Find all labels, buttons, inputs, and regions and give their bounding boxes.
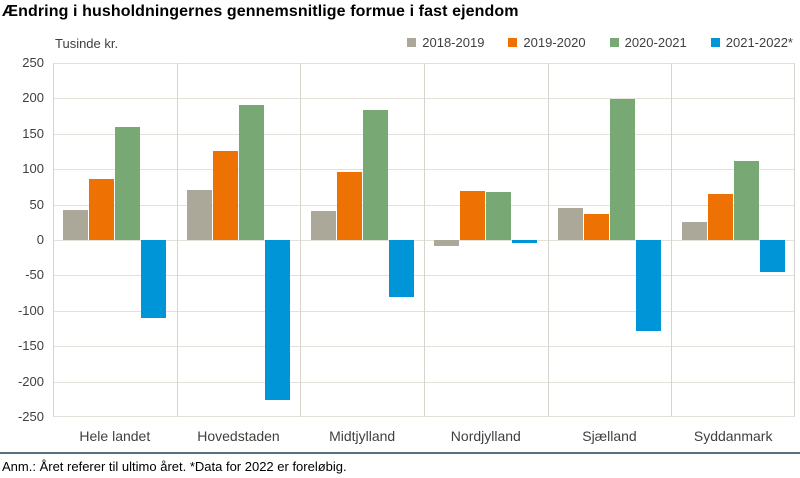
y-tick-label-250: 250 xyxy=(22,55,44,70)
bar-2019-2020-Sjælland xyxy=(584,214,609,240)
y-tick-label--50: -50 xyxy=(25,267,44,283)
bar-2019-2020-Nordjylland xyxy=(460,191,485,240)
category-separator-1 xyxy=(177,63,178,417)
category-label-Midtjylland: Midtjylland xyxy=(329,428,396,444)
category-separator-6 xyxy=(794,63,795,417)
legend-item-2020-2021: 2020-2021 xyxy=(609,35,687,50)
legend-swatch-icon xyxy=(407,38,417,47)
legend-item-2019-2020: 2019-2020 xyxy=(508,35,586,50)
category-label-Nordjylland: Nordjylland xyxy=(450,428,521,444)
y-axis-unit-label: Tusinde kr. xyxy=(55,36,119,51)
y-tick-label-50: 50 xyxy=(29,196,44,212)
bar-2018-2019-Sjælland xyxy=(558,208,583,240)
y-tick-label--200: -200 xyxy=(17,373,44,389)
bar-2021-2022*-Sjælland xyxy=(636,240,661,331)
bar-2020-2021-Sjælland xyxy=(610,99,635,240)
bar-2021-2022*-Hovedstaden xyxy=(265,240,290,400)
footer-divider xyxy=(0,452,800,454)
bar-2020-2021-Nordjylland xyxy=(486,192,511,240)
y-tick-label--250: -250 xyxy=(17,409,44,424)
legend-label: 2018-2019 xyxy=(422,35,485,50)
legend-label: 2021-2022* xyxy=(725,35,793,50)
y-tick-label-100: 100 xyxy=(22,161,44,177)
y-tick-label--100: -100 xyxy=(17,302,44,318)
bar-2020-2021-Hovedstaden xyxy=(239,105,264,240)
bar-2021-2022*-Syddanmark xyxy=(760,240,785,272)
legend-item-2021-2022*: 2021-2022* xyxy=(710,35,793,50)
bar-2019-2020-Midtjylland xyxy=(337,172,362,240)
y-tick-label-0: 0 xyxy=(36,232,44,247)
bar-2018-2019-Syddanmark xyxy=(682,222,707,240)
category-separator-5 xyxy=(671,63,672,417)
category-label-Sjælland: Sjælland xyxy=(582,428,637,444)
bar-2018-2019-Hele landet xyxy=(63,210,88,240)
plot-area xyxy=(53,63,795,417)
category-separator-4 xyxy=(548,63,549,417)
y-tick-label-150: 150 xyxy=(22,125,44,141)
bar-2020-2021-Syddanmark xyxy=(734,161,759,240)
bar-2021-2022*-Nordjylland xyxy=(512,240,537,243)
legend-label: 2019-2020 xyxy=(523,35,586,50)
bar-2018-2019-Midtjylland xyxy=(311,211,336,240)
footnote: Anm.: Året referer til ultimo året. *Dat… xyxy=(2,459,347,474)
legend-swatch-icon xyxy=(710,38,720,47)
legend-item-2018-2019: 2018-2019 xyxy=(407,35,484,50)
legend-label: 2020-2021 xyxy=(624,35,687,50)
category-separator-3 xyxy=(424,63,425,417)
y-tick-label-200: 200 xyxy=(22,90,44,106)
legend: 2018-2019 2019-2020 2020-2021 2021-2022* xyxy=(407,35,793,50)
category-separator-2 xyxy=(300,63,301,417)
category-label-Hele landet: Hele landet xyxy=(79,428,151,444)
chart-title: Ændring i husholdningernes gennemsnitlig… xyxy=(2,3,519,20)
bar-2019-2020-Syddanmark xyxy=(708,194,733,240)
legend-swatch-icon xyxy=(508,38,518,47)
bar-2019-2020-Hovedstaden xyxy=(213,151,238,240)
bar-2021-2022*-Midtjylland xyxy=(389,240,414,297)
bar-2019-2020-Hele landet xyxy=(89,179,114,240)
bar-2018-2019-Hovedstaden xyxy=(187,190,212,240)
bar-2020-2021-Hele landet xyxy=(115,127,140,240)
y-tick-label--150: -150 xyxy=(17,338,44,354)
legend-swatch-icon xyxy=(609,38,619,47)
category-label-Syddanmark: Syddanmark xyxy=(693,428,773,444)
bar-2018-2019-Nordjylland xyxy=(434,240,459,246)
category-separator-0 xyxy=(53,63,54,417)
bar-2020-2021-Midtjylland xyxy=(363,110,388,240)
category-label-Hovedstaden: Hovedstaden xyxy=(197,428,280,444)
bar-2021-2022*-Hele landet xyxy=(141,240,166,318)
